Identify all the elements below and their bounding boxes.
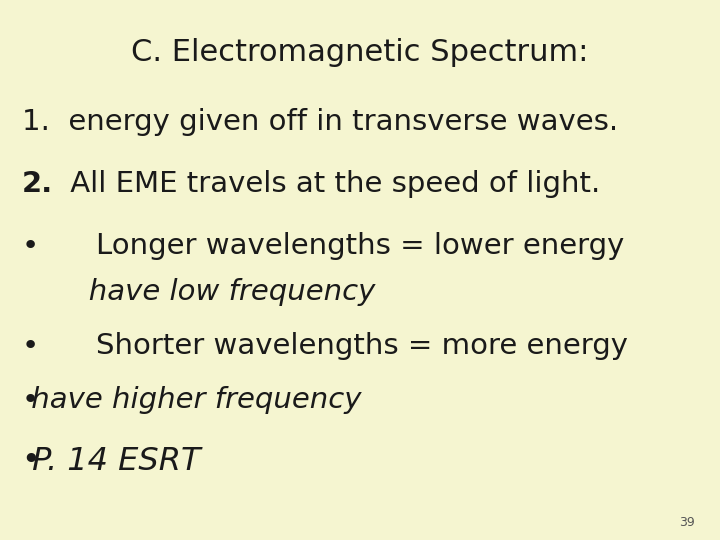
Text: Longer wavelengths = lower energy: Longer wavelengths = lower energy [22, 232, 624, 260]
Text: •: • [22, 332, 39, 360]
Text: C. Electromagnetic Spectrum:: C. Electromagnetic Spectrum: [131, 38, 589, 67]
Text: •: • [22, 232, 39, 260]
Text: •: • [22, 446, 40, 476]
Text: 2.: 2. [22, 170, 53, 198]
Text: Shorter wavelengths = more energy: Shorter wavelengths = more energy [22, 332, 628, 360]
Text: 1.  energy given off in transverse waves.: 1. energy given off in transverse waves. [22, 108, 618, 136]
Text: 39: 39 [679, 516, 695, 529]
Text: P. 14 ESRT: P. 14 ESRT [22, 446, 200, 476]
Text: have higher frequency: have higher frequency [22, 386, 361, 414]
Text: All EME travels at the speed of light.: All EME travels at the speed of light. [61, 170, 600, 198]
Text: •: • [22, 386, 39, 414]
Text: have low frequency: have low frequency [61, 278, 376, 306]
